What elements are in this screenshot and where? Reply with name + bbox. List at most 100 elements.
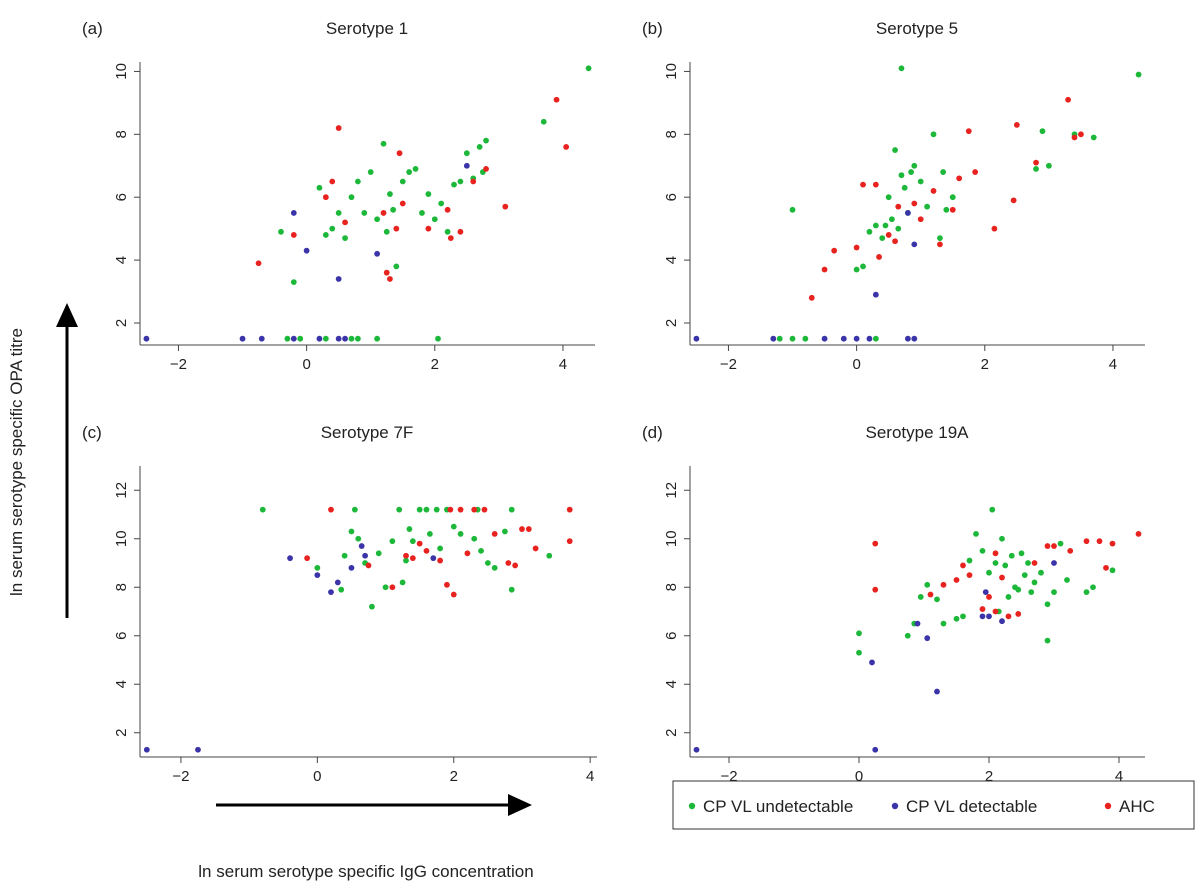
- data-point: [566, 538, 573, 545]
- data-point: [1057, 540, 1064, 547]
- data-point: [898, 172, 905, 179]
- data-point: [316, 184, 323, 191]
- data-point: [917, 216, 924, 223]
- x-axis-annotation: ln serum serotype specific IgG concentra…: [198, 794, 534, 881]
- data-point: [1083, 538, 1090, 545]
- data-point: [924, 635, 931, 642]
- data-point: [334, 579, 341, 586]
- y-tick-label: 12: [113, 482, 130, 499]
- data-point: [525, 526, 532, 532]
- data-point: [856, 649, 862, 656]
- data-point: [329, 178, 336, 185]
- data-point: [335, 210, 342, 216]
- data-point: [1044, 637, 1051, 644]
- data-point: [329, 225, 336, 232]
- data-point: [966, 557, 973, 564]
- data-point: [476, 144, 483, 150]
- y-tick-label: 6: [663, 632, 680, 640]
- data-point: [840, 335, 847, 342]
- data-point: [924, 581, 931, 588]
- data-point: [934, 688, 940, 695]
- y-tick-label: 6: [113, 632, 130, 640]
- data-point: [423, 506, 430, 513]
- data-point: [297, 335, 304, 342]
- data-point: [447, 235, 454, 241]
- data-point: [365, 562, 372, 569]
- data-point: [999, 574, 1005, 581]
- data-point: [866, 228, 873, 235]
- data-point: [937, 241, 943, 248]
- data-point: [943, 206, 950, 213]
- data-point: [444, 206, 451, 213]
- y-tick-label: 10: [663, 530, 680, 547]
- data-point: [258, 335, 265, 342]
- y-arrow-head-icon: [56, 303, 78, 327]
- data-point: [872, 335, 879, 342]
- data-point: [450, 591, 457, 598]
- panel-title: Serotype 7F: [321, 423, 414, 442]
- panel-b: (b) Serotype 5 −2 0 2 4 2 4 6 8 10: [642, 19, 1145, 373]
- data-point: [979, 613, 986, 620]
- data-point: [335, 276, 342, 282]
- data-point: [416, 540, 423, 547]
- data-point: [390, 206, 397, 213]
- data-point: [387, 191, 393, 197]
- data-point: [1031, 579, 1038, 586]
- data-point: [483, 166, 489, 172]
- data-point: [566, 506, 573, 513]
- data-point: [351, 506, 358, 513]
- data-point: [1015, 611, 1022, 617]
- data-point: [770, 335, 777, 342]
- data-point: [546, 552, 553, 559]
- data-point: [195, 746, 201, 753]
- data-point: [259, 506, 266, 513]
- data-point: [290, 210, 297, 216]
- legend-swatch-ahc: [1104, 802, 1112, 810]
- data-point: [444, 228, 451, 235]
- data-point: [374, 250, 381, 257]
- data-point: [972, 169, 979, 175]
- data-point: [375, 550, 382, 557]
- data-point: [435, 335, 441, 342]
- data-point: [1045, 162, 1052, 169]
- data-point: [986, 613, 992, 620]
- data-point: [872, 540, 879, 547]
- data-point: [484, 560, 491, 566]
- data-point: [934, 596, 940, 603]
- data-point: [290, 335, 297, 342]
- data-point: [1071, 134, 1078, 141]
- data-point: [1038, 569, 1044, 576]
- y-tick-label: 10: [113, 530, 130, 547]
- panel-title: Serotype 1: [326, 19, 408, 38]
- data-point: [431, 216, 438, 223]
- data-point: [789, 335, 796, 342]
- y-tick-label: 4: [663, 680, 680, 688]
- data-point: [1090, 584, 1096, 591]
- data-point: [143, 335, 150, 342]
- data-point: [860, 181, 866, 188]
- data-point: [953, 615, 960, 622]
- panel-a: (a) Serotype 1 −2 0 2 4 2 4 6 8 10: [82, 19, 595, 373]
- data-point: [355, 535, 362, 542]
- data-point: [872, 181, 879, 188]
- data-point: [416, 506, 423, 513]
- data-point: [853, 244, 860, 251]
- data-point: [444, 581, 450, 588]
- data-point: [393, 225, 400, 232]
- data-point: [399, 178, 406, 185]
- y-tick-label: 2: [113, 729, 130, 737]
- data-point: [412, 166, 419, 172]
- data-point: [425, 191, 432, 197]
- data-point: [423, 547, 430, 554]
- data-point: [328, 589, 334, 595]
- data-point: [917, 178, 924, 185]
- data-point: [322, 194, 329, 201]
- data-point: [430, 555, 437, 562]
- data-point: [856, 630, 862, 637]
- data-point: [901, 184, 908, 191]
- data-point: [471, 535, 478, 542]
- x-arrow-head-icon: [508, 794, 532, 816]
- data-point: [802, 335, 809, 342]
- data-point: [447, 506, 454, 513]
- data-point: [304, 555, 311, 562]
